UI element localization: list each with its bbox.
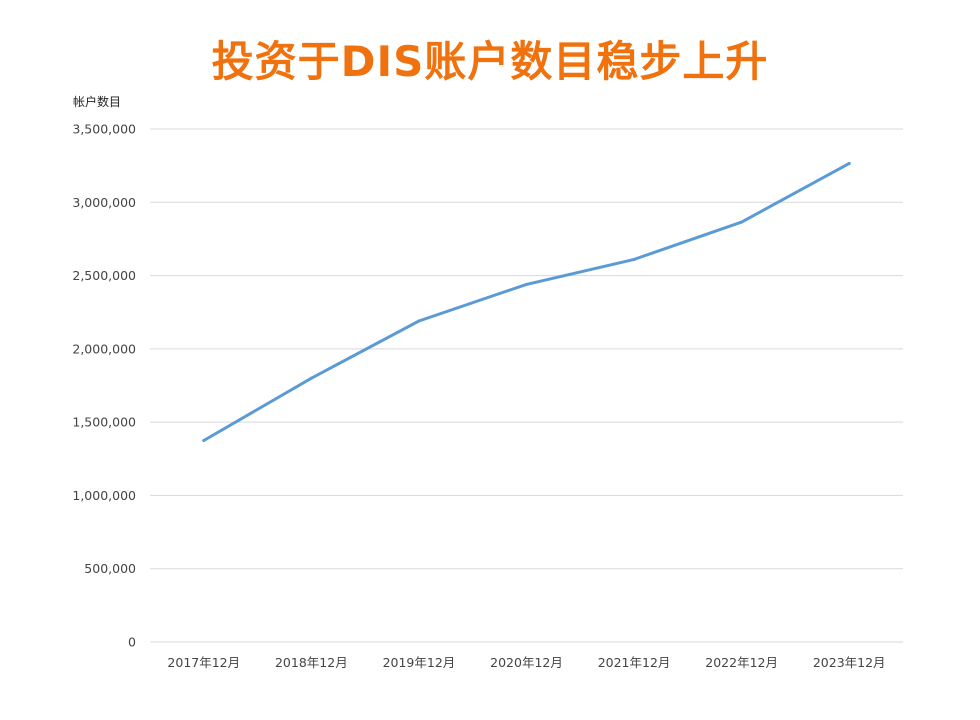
y-tick-label: 2,000,000 <box>72 341 136 356</box>
gridlines <box>150 128 903 643</box>
x-tick-label: 2017年12月 <box>167 655 240 670</box>
y-tick-label: 500,000 <box>84 561 136 576</box>
y-tick-label: 3,500,000 <box>72 122 136 137</box>
y-tick-label: 1,000,000 <box>72 488 136 503</box>
x-axis-ticks: 2017年12月 2018年12月 2019年12月 2020年12月 2021年12月… <box>167 655 885 670</box>
data-point <box>525 282 528 286</box>
x-tick-label: 2018年12月 <box>275 655 348 670</box>
data-point <box>632 257 636 261</box>
data-point <box>847 161 851 165</box>
y-tick-label: 2,500,000 <box>72 268 136 283</box>
data-point <box>309 376 313 380</box>
y-tick-label: 1,500,000 <box>72 415 136 430</box>
data-point <box>740 220 744 224</box>
y-tick-label: 3,000,000 <box>72 195 136 210</box>
x-tick-label: 2020年12月 <box>490 655 563 670</box>
x-tick-label: 2023年12月 <box>813 655 886 670</box>
data-point <box>417 319 421 323</box>
data-point <box>202 438 206 442</box>
chart-title: 投资于DIS账户数目稳步上升 <box>211 37 769 86</box>
x-tick-label: 2021年12月 <box>598 655 671 670</box>
x-tick-label: 2022年12月 <box>705 655 778 670</box>
y-tick-label: 0 <box>128 635 136 650</box>
y-axis-ticks: 0 500,000 1,000,000 1,500,000 2,000,000 2,500… <box>72 122 136 650</box>
x-tick-label: 2019年12月 <box>383 655 456 670</box>
series-layer <box>202 161 851 442</box>
y-axis-title: 帐户数目 <box>73 95 122 109</box>
series-line <box>202 161 851 442</box>
